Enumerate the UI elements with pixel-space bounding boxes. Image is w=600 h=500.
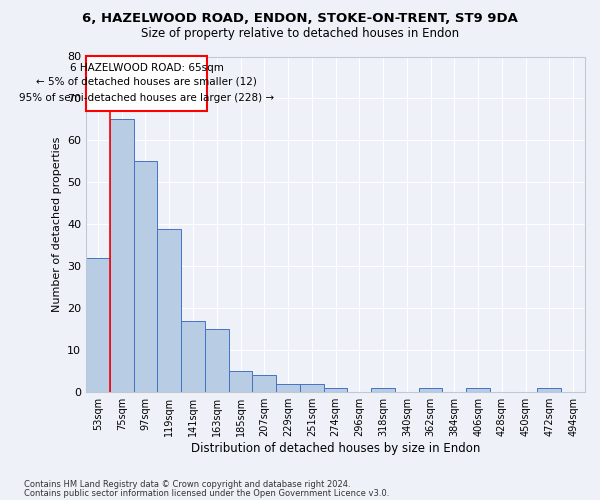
Bar [466, 388, 490, 392]
Bar [253, 376, 276, 392]
Bar [205, 330, 229, 392]
Text: Size of property relative to detached houses in Endon: Size of property relative to detached ho… [141, 28, 459, 40]
Bar [538, 388, 561, 392]
Text: ← 5% of detached houses are smaller (12): ← 5% of detached houses are smaller (12) [36, 76, 257, 86]
Bar [371, 388, 395, 392]
Bar [86, 258, 110, 392]
Bar [419, 388, 442, 392]
Bar [157, 228, 181, 392]
Text: Contains public sector information licensed under the Open Government Licence v3: Contains public sector information licen… [24, 489, 389, 498]
Bar [323, 388, 347, 392]
Bar [86, 56, 207, 111]
Bar [110, 120, 134, 392]
Text: 6, HAZELWOOD ROAD, ENDON, STOKE-ON-TRENT, ST9 9DA: 6, HAZELWOOD ROAD, ENDON, STOKE-ON-TRENT… [82, 12, 518, 26]
Bar [181, 321, 205, 392]
Bar [300, 384, 323, 392]
Text: 95% of semi-detached houses are larger (228) →: 95% of semi-detached houses are larger (… [19, 94, 274, 104]
Bar [276, 384, 300, 392]
Bar [229, 371, 253, 392]
Bar [134, 162, 157, 392]
Text: Contains HM Land Registry data © Crown copyright and database right 2024.: Contains HM Land Registry data © Crown c… [24, 480, 350, 489]
Y-axis label: Number of detached properties: Number of detached properties [52, 136, 62, 312]
X-axis label: Distribution of detached houses by size in Endon: Distribution of detached houses by size … [191, 442, 480, 455]
Text: 6 HAZELWOOD ROAD: 65sqm: 6 HAZELWOOD ROAD: 65sqm [70, 63, 224, 73]
